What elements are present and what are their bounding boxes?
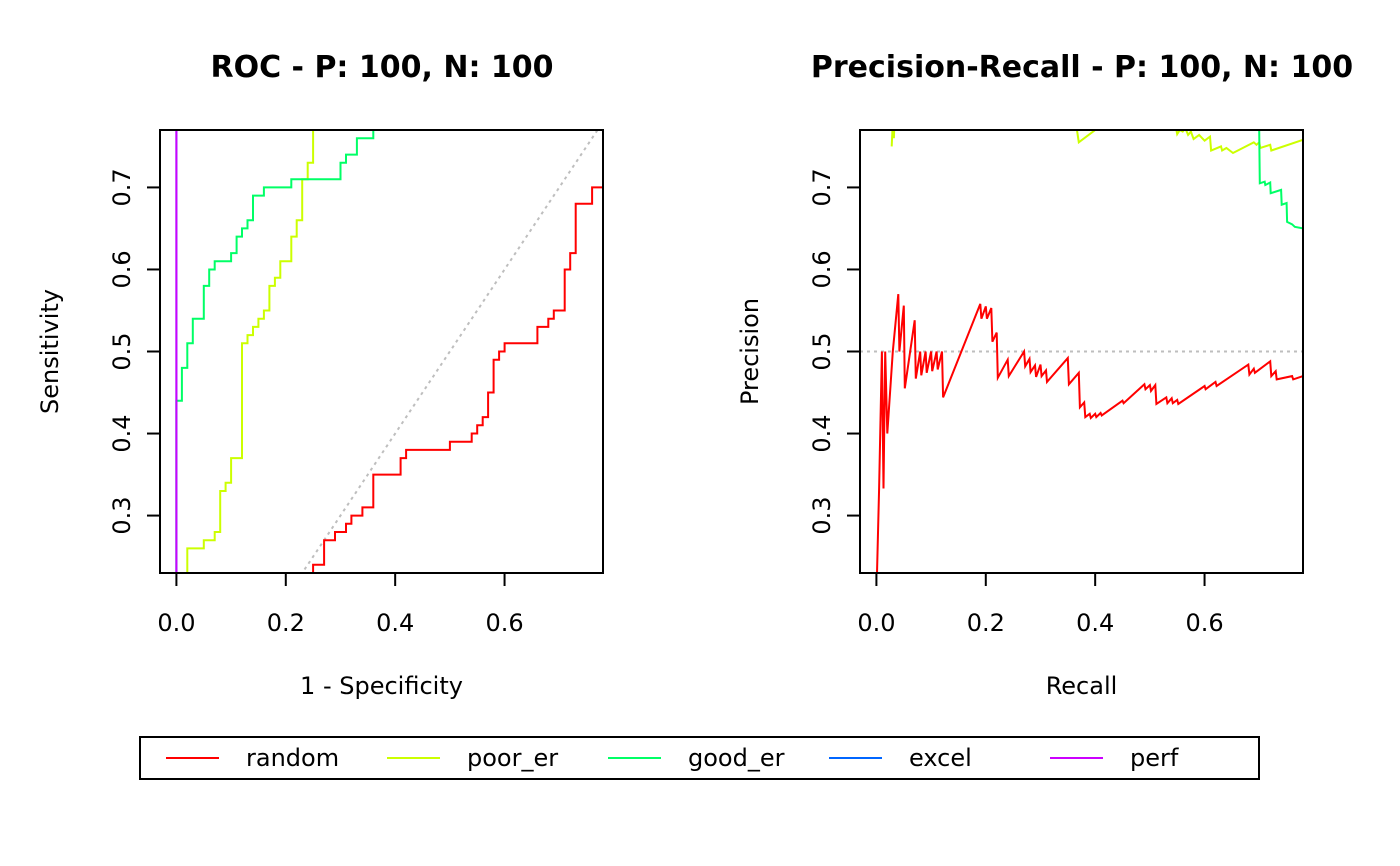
- x-tick-label: 0.4: [376, 609, 414, 637]
- chart-panel-2: Precision-Recall - P: 100, N: 100 Recall P…: [736, 50, 1353, 700]
- y-axis: 0.3 0.4 0.5 0.6 0.7: [808, 168, 861, 535]
- plot-area: [175, 130, 603, 573]
- y-tick-label: 0.7: [108, 168, 136, 206]
- legend-item-good-er: good_er: [608, 744, 785, 772]
- x-tick-label: 0.2: [267, 609, 305, 637]
- series-poor-er: [186, 130, 315, 573]
- legend-label: perf: [1130, 744, 1179, 772]
- y-axis-label: Sensitivity: [36, 289, 64, 414]
- chart-title: Precision-Recall - P: 100, N: 100: [811, 50, 1353, 85]
- legend-label: random: [246, 744, 339, 772]
- y-tick-label: 0.4: [108, 414, 136, 452]
- y-axis: 0.3 0.4 0.5 0.6 0.7: [108, 168, 161, 535]
- x-tick-label: 0.6: [1185, 609, 1223, 637]
- series-random: [876, 294, 1303, 573]
- series-good-er: [175, 130, 402, 573]
- chart-title: ROC - P: 100, N: 100: [210, 50, 553, 85]
- reference-line: [300, 130, 599, 573]
- y-tick-label: 0.5: [108, 332, 136, 370]
- chart-panel-1: ROC - P: 100, N: 100 1 - Specificity Sensi…: [36, 50, 604, 700]
- legend-label: good_er: [688, 744, 785, 772]
- x-axis-label: 1 - Specificity: [300, 672, 463, 700]
- y-tick-label: 0.7: [808, 168, 836, 206]
- y-tick-label: 0.4: [808, 414, 836, 452]
- legend-item-random: random: [166, 744, 339, 772]
- y-tick-label: 0.6: [808, 250, 836, 288]
- y-tick-label: 0.3: [108, 496, 136, 534]
- y-tick-label: 0.3: [808, 496, 836, 534]
- plot-area: [860, 130, 1303, 573]
- x-tick-label: 0.0: [157, 609, 195, 637]
- x-tick-label: 0.4: [1076, 609, 1114, 637]
- plot-frame: [159, 129, 604, 574]
- x-tick-label: 0.6: [485, 609, 523, 637]
- legend-item-excel: excel: [829, 744, 972, 772]
- x-tick-label: 0.2: [967, 609, 1005, 637]
- series-random: [311, 179, 603, 573]
- x-tick-label: 0.0: [857, 609, 895, 637]
- legend-item-poor-er: poor_er: [387, 744, 558, 772]
- series-good-er: [1258, 130, 1303, 230]
- legend: random poor_er good_er excel perf: [139, 736, 1260, 780]
- legend-label: excel: [909, 744, 972, 772]
- legend-label: poor_er: [467, 744, 558, 772]
- y-axis-label: Precision: [736, 298, 764, 405]
- y-tick-label: 0.5: [808, 332, 836, 370]
- x-axis-label: Recall: [1046, 672, 1118, 700]
- y-tick-label: 0.6: [108, 250, 136, 288]
- legend-item-perf: perf: [1050, 744, 1179, 772]
- x-axis: 0.0 0.2 0.4 0.6: [857, 572, 1224, 637]
- x-axis: 0.0 0.2 0.4 0.6: [157, 572, 524, 637]
